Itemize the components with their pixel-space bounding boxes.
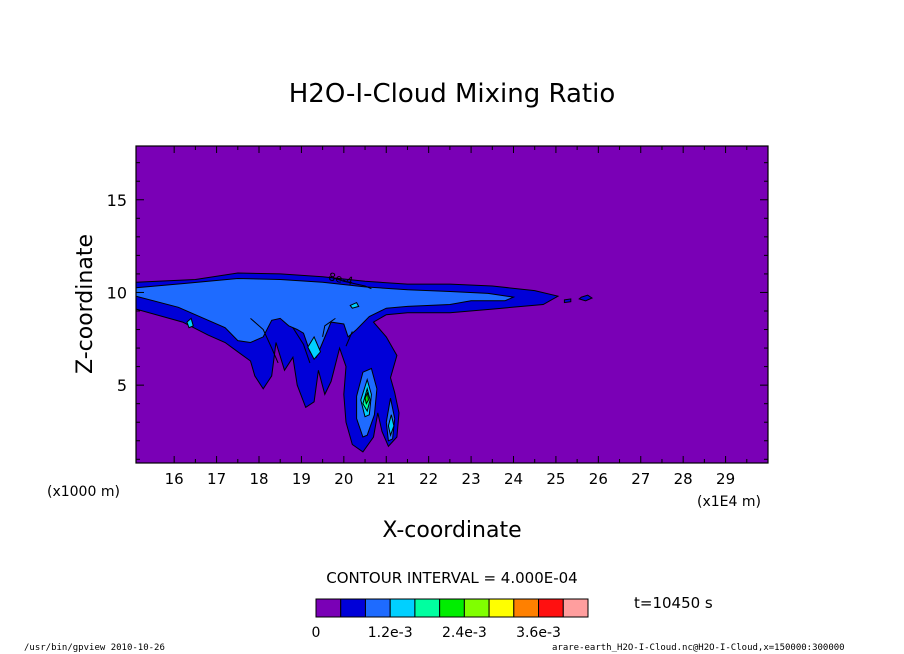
x-tick-label: 23 bbox=[462, 470, 481, 488]
colorbar-swatch bbox=[389, 598, 416, 618]
contour-line-label: 8e-4 bbox=[327, 270, 354, 288]
colorbar-swatch bbox=[513, 598, 540, 618]
x-tick-label: 21 bbox=[377, 470, 396, 488]
x-unit-right: (x1E4 m) bbox=[697, 494, 761, 510]
contour-line bbox=[328, 276, 372, 290]
colorbar-swatch bbox=[340, 598, 366, 618]
contour-region-level-2 bbox=[136, 277, 516, 359]
x-tick-label: 25 bbox=[546, 470, 565, 488]
footer-left: /usr/bin/gpview 2010-10-26 bbox=[24, 643, 165, 653]
x-tick-label: 18 bbox=[249, 470, 268, 488]
colorbar-swatch bbox=[562, 598, 589, 618]
colorbar-tick-label: 3.6e-3 bbox=[516, 625, 561, 641]
colorbar-swatch bbox=[414, 598, 441, 618]
x-unit-left: (x1000 m) bbox=[47, 484, 120, 500]
contour-region-level-3 bbox=[387, 414, 395, 437]
contour-line bbox=[250, 318, 279, 364]
y-tick-label: 5 bbox=[117, 376, 127, 395]
contour-region-level-1 bbox=[578, 294, 594, 302]
x-axis-label: X-coordinate bbox=[382, 518, 521, 543]
colorbar-tick-label: 2.4e-3 bbox=[442, 625, 487, 641]
contour-line bbox=[345, 331, 353, 347]
plot-frame bbox=[135, 145, 769, 464]
x-tick-label: 27 bbox=[631, 470, 650, 488]
time-label: t=10450 s bbox=[634, 594, 713, 612]
chart-title: H2O-I-Cloud Mixing Ratio bbox=[289, 79, 616, 109]
x-tick-label: 29 bbox=[716, 470, 735, 488]
plot-area: 8e-4 bbox=[135, 145, 769, 464]
colorbar-swatch bbox=[463, 598, 490, 618]
colorbar-swatch bbox=[488, 598, 515, 618]
x-tick-label: 26 bbox=[589, 470, 608, 488]
colorbar-tick-label: 1.2e-3 bbox=[368, 625, 413, 641]
colorbar-swatch bbox=[315, 598, 342, 618]
colorbar-tick-label: 0 bbox=[312, 625, 321, 641]
x-tick-label: 20 bbox=[334, 470, 353, 488]
contour-region-level-5 bbox=[364, 390, 369, 406]
y-tick-label: 10 bbox=[107, 283, 127, 302]
contour-region-level-3 bbox=[186, 317, 194, 329]
y-axis-label: Z-coordinate bbox=[73, 234, 98, 374]
y-tick-label: 15 bbox=[107, 191, 127, 210]
contour-line bbox=[292, 327, 311, 364]
footer-right: arare-earth_H2O-I-Cloud.nc@H2O-I-Cloud,x… bbox=[552, 643, 845, 653]
x-tick-label: 16 bbox=[165, 470, 184, 488]
colorbar-swatch bbox=[364, 598, 391, 618]
colorbar-swatch bbox=[538, 598, 564, 618]
contour-line bbox=[322, 317, 336, 337]
x-tick-label: 22 bbox=[419, 470, 438, 488]
contour-region-level-3 bbox=[349, 301, 360, 309]
contour-interval-label: CONTOUR INTERVAL = 4.000E-04 bbox=[326, 569, 577, 587]
x-tick-label: 28 bbox=[674, 470, 693, 488]
x-tick-label: 19 bbox=[292, 470, 311, 488]
x-tick-label: 24 bbox=[504, 470, 523, 488]
colorbar-swatch bbox=[439, 598, 465, 618]
x-tick-label: 17 bbox=[207, 470, 226, 488]
contour-region-level-1 bbox=[563, 298, 572, 304]
colorbar bbox=[315, 598, 589, 618]
contour-region-level-3 bbox=[307, 335, 322, 361]
